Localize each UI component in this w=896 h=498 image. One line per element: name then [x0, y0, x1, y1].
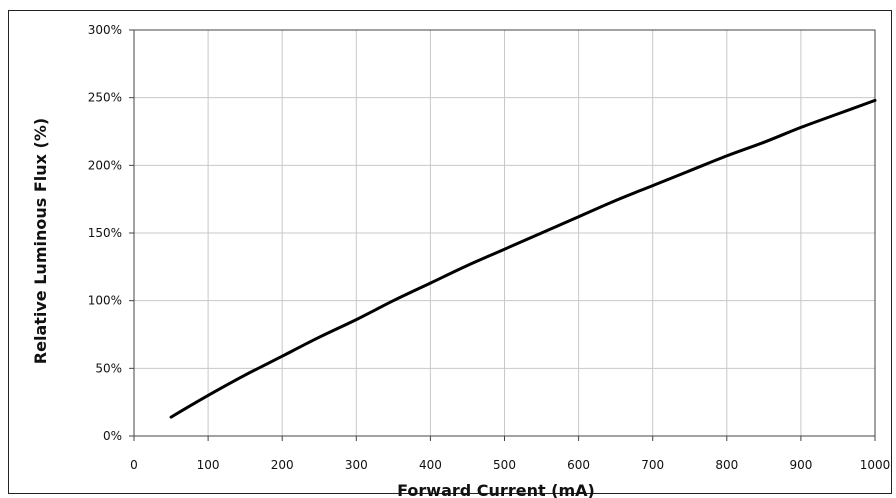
- y-tick-label: 300%: [88, 23, 122, 37]
- flux-curve-line: [169, 98, 877, 419]
- y-tick-label: 0%: [103, 429, 122, 443]
- y-tick-label: 150%: [88, 226, 122, 240]
- x-tick-label: 200: [271, 458, 294, 472]
- flux-data-point: [540, 231, 543, 235]
- x-tick-label: 700: [641, 458, 664, 472]
- y-tick-labels: 0% 50% 100% 150% 200% 250% 300%: [88, 23, 122, 443]
- chart-frame: [8, 10, 892, 494]
- flux-data-point: [725, 154, 728, 158]
- flux-data-point: [318, 336, 321, 339]
- series-layer: [169, 98, 877, 419]
- x-axis-title: Forward Current (mA): [397, 481, 595, 498]
- flux-data-point: [799, 126, 803, 129]
- x-tick-label: 400: [419, 458, 442, 472]
- axes: [129, 29, 876, 441]
- x-tick-labels: 0 100 200 300 400 500 600 700 800 900 1000: [130, 458, 890, 472]
- flux-data-point: [392, 299, 395, 302]
- flux-data-point: [503, 248, 506, 251]
- flux-data-point: [688, 169, 691, 172]
- flux-data-point: [577, 215, 580, 218]
- flux-data-point: [651, 184, 654, 187]
- flux-data-point: [873, 99, 877, 102]
- flux-data-point: [614, 199, 617, 202]
- x-tick-label: 1000: [860, 458, 891, 472]
- x-tick-label: 900: [789, 458, 812, 472]
- flux-data-point: [169, 415, 173, 419]
- y-tick-label: 250%: [88, 91, 122, 105]
- y-tick-label: 100%: [88, 294, 122, 308]
- y-axis-title: Relative Luminous Flux (%): [31, 118, 50, 364]
- flux-data-point: [466, 264, 469, 267]
- x-tick-label: 500: [493, 458, 516, 472]
- flux-data-point: [836, 112, 840, 116]
- x-tick-label: 600: [567, 458, 590, 472]
- flux-data-point: [429, 281, 432, 285]
- flux-data-point: [355, 318, 358, 321]
- flux-data-point: [281, 354, 284, 358]
- flux-data-point: [243, 373, 247, 377]
- x-tick-label: 100: [197, 458, 220, 472]
- flux-data-point: [762, 141, 766, 144]
- y-tick-label: 50%: [95, 361, 122, 375]
- flux-data-point: [206, 394, 210, 397]
- x-tick-label: 300: [345, 458, 368, 472]
- x-tick-label: 800: [715, 458, 738, 472]
- y-tick-label: 200%: [88, 158, 122, 172]
- x-tick-label: 0: [130, 458, 138, 472]
